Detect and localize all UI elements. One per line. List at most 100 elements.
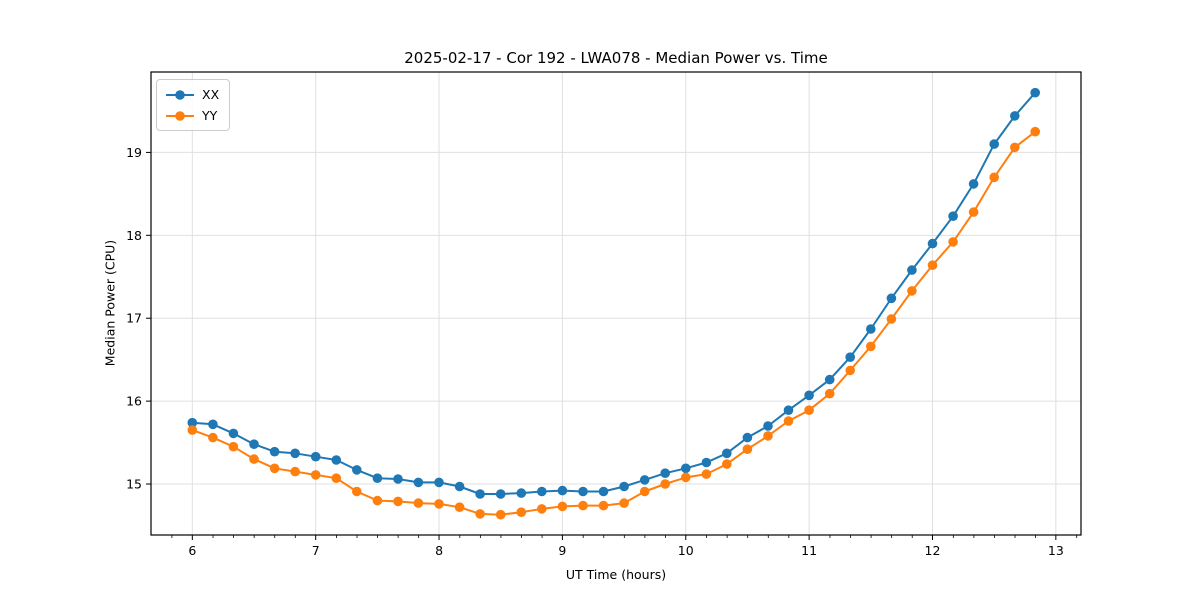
x-tick-label: 12 bbox=[925, 543, 941, 558]
data-point-yy bbox=[989, 172, 999, 183]
data-point-yy bbox=[372, 495, 383, 506]
x-tick-label: 6 bbox=[188, 543, 196, 558]
data-point-xx bbox=[886, 293, 897, 304]
data-point-yy bbox=[310, 470, 321, 480]
data-point-xx bbox=[742, 432, 753, 443]
data-point-xx bbox=[1010, 111, 1020, 121]
data-point-xx bbox=[516, 488, 527, 498]
data-point-yy bbox=[228, 441, 239, 452]
data-point-xx bbox=[948, 211, 958, 221]
data-point-xx bbox=[989, 139, 999, 149]
data-point-yy bbox=[352, 486, 362, 497]
data-point-yy bbox=[763, 431, 773, 441]
data-point-yy bbox=[1030, 126, 1040, 137]
data-point-xx bbox=[639, 475, 650, 485]
yy-line-swatch bbox=[166, 110, 194, 121]
x-tick-label: 8 bbox=[435, 543, 443, 558]
data-point-xx bbox=[722, 448, 732, 459]
data-point-yy bbox=[557, 501, 568, 512]
x-tick-label: 7 bbox=[312, 543, 320, 558]
data-point-yy bbox=[722, 459, 732, 469]
data-point-yy bbox=[742, 444, 753, 455]
data-point-xx bbox=[783, 405, 794, 416]
data-point-xx bbox=[907, 265, 917, 275]
data-point-yy bbox=[537, 504, 547, 514]
data-point-xx bbox=[598, 486, 609, 497]
data-point-xx bbox=[310, 451, 321, 462]
data-point-yy bbox=[331, 473, 342, 484]
data-point-yy bbox=[290, 466, 300, 477]
legend-label-yy: YY bbox=[202, 108, 218, 123]
data-point-yy bbox=[516, 507, 527, 517]
data-point-yy bbox=[393, 496, 403, 507]
data-point-xx bbox=[537, 486, 547, 497]
data-point-xx bbox=[1030, 87, 1040, 98]
legend-entry-yy: YY bbox=[165, 106, 219, 125]
data-point-xx bbox=[208, 419, 218, 430]
data-point-yy bbox=[804, 405, 814, 416]
data-point-yy bbox=[845, 365, 855, 376]
data-point-xx bbox=[968, 179, 979, 189]
data-point-xx bbox=[701, 457, 712, 468]
data-point-yy bbox=[578, 500, 588, 511]
data-point-xx bbox=[475, 489, 485, 499]
data-point-yy bbox=[495, 509, 506, 520]
data-point-yy bbox=[269, 463, 280, 474]
data-point-yy bbox=[783, 416, 794, 426]
x-tick-label: 9 bbox=[558, 543, 566, 558]
x-tick-label: 10 bbox=[678, 543, 694, 558]
data-point-xx bbox=[269, 446, 280, 457]
data-point-yy bbox=[660, 479, 670, 489]
data-point-xx bbox=[557, 485, 568, 496]
data-point-yy bbox=[475, 509, 485, 519]
data-point-yy bbox=[824, 388, 835, 399]
data-point-xx bbox=[228, 428, 239, 439]
data-point-yy bbox=[948, 237, 958, 247]
data-point-xx bbox=[804, 390, 814, 401]
data-point-yy bbox=[866, 341, 876, 352]
data-point-yy bbox=[639, 486, 650, 497]
y-tick-label: 19 bbox=[126, 145, 142, 160]
data-point-xx bbox=[290, 448, 300, 459]
data-point-yy bbox=[413, 498, 424, 508]
y-tick-label: 16 bbox=[126, 394, 142, 409]
data-point-xx bbox=[578, 486, 588, 497]
data-point-xx bbox=[372, 473, 383, 484]
data-point-yy bbox=[701, 469, 712, 479]
data-point-yy bbox=[434, 499, 444, 509]
y-tick-label: 17 bbox=[126, 311, 142, 326]
data-point-xx bbox=[187, 417, 198, 428]
legend-label-xx: XX bbox=[202, 87, 220, 102]
data-point-yy bbox=[187, 425, 198, 435]
y-tick-label: 15 bbox=[126, 477, 142, 492]
data-point-xx bbox=[866, 324, 876, 334]
data-point-xx bbox=[393, 474, 403, 484]
legend-entry-xx: XX bbox=[165, 85, 219, 104]
data-point-xx bbox=[434, 477, 444, 488]
chart-title: 2025-02-17 - Cor 192 - LWA078 - Median P… bbox=[404, 49, 828, 67]
data-point-yy bbox=[927, 260, 938, 271]
data-point-yy bbox=[1010, 142, 1020, 153]
axes-frame bbox=[150, 71, 1082, 536]
data-point-xx bbox=[495, 489, 506, 499]
data-point-yy bbox=[681, 472, 691, 483]
data-point-yy bbox=[208, 432, 218, 443]
x-axis-label: UT Time (hours) bbox=[565, 567, 667, 582]
data-point-yy bbox=[968, 207, 979, 217]
data-point-xx bbox=[331, 455, 342, 465]
data-point-yy bbox=[619, 498, 629, 508]
data-point-xx bbox=[454, 481, 465, 492]
data-point-xx bbox=[619, 481, 629, 492]
data-point-xx bbox=[763, 421, 773, 431]
data-point-xx bbox=[845, 352, 855, 363]
legend: XX YY bbox=[156, 79, 231, 131]
data-point-xx bbox=[413, 477, 424, 488]
data-point-xx bbox=[681, 463, 691, 474]
y-tick-label: 18 bbox=[126, 228, 142, 243]
x-tick-label: 13 bbox=[1048, 543, 1064, 558]
xx-line-swatch bbox=[166, 89, 194, 100]
data-point-yy bbox=[907, 286, 917, 296]
data-point-yy bbox=[249, 454, 259, 464]
